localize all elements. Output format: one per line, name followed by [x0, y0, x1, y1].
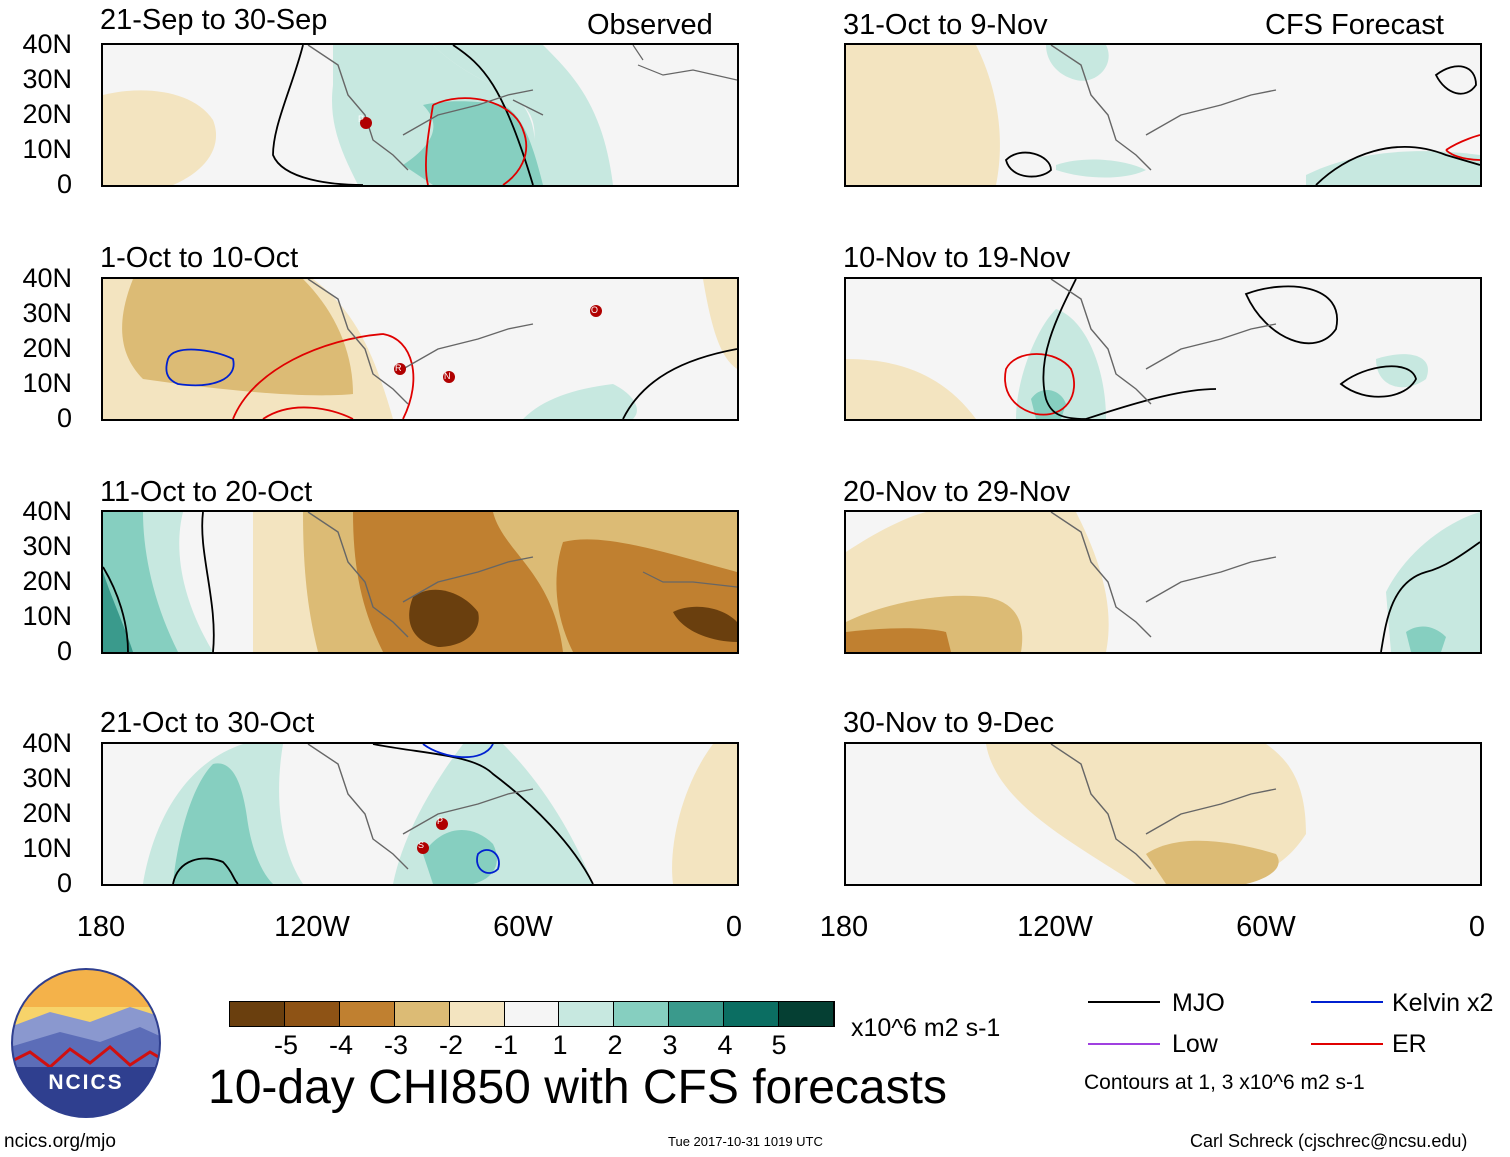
- lat-tick: 0: [56, 868, 72, 898]
- legend-note: Contours at 1, 3 x10^6 m2 s-1: [1084, 1071, 1365, 1094]
- panel-title: 30-Nov to 9-Dec: [843, 707, 1055, 739]
- lat-tick: 10N: [22, 368, 72, 398]
- map-panel: [101, 43, 739, 187]
- panel-title: 21-Oct to 30-Oct: [100, 707, 315, 739]
- ncics-logo: NCICS: [10, 967, 162, 1119]
- map-panel: [844, 277, 1482, 421]
- colorbar-tick: -3: [383, 1030, 408, 1060]
- colorbar-swatch: [669, 1002, 725, 1026]
- observed-label: Observed: [587, 9, 713, 41]
- colorbar-swatch: [394, 1002, 450, 1026]
- legend-label: MJO: [1172, 989, 1225, 1017]
- lon-tick: 60W: [493, 911, 553, 943]
- lat-tick: 30N: [22, 298, 72, 328]
- colorbar: [229, 1001, 835, 1027]
- timestamp: Tue 2017-10-31 1019 UTC: [668, 1134, 823, 1149]
- lat-tick: 40N: [22, 728, 72, 758]
- lat-tick: 40N: [22, 263, 72, 293]
- colorbar-swatch: [339, 1002, 395, 1026]
- legend-line-kelvin: [1311, 1001, 1383, 1003]
- lat-tick: 20N: [22, 333, 72, 363]
- colorbar-tick: -4: [328, 1030, 353, 1060]
- forecast-label: CFS Forecast: [1265, 9, 1444, 41]
- colorbar-swatch: [614, 1002, 670, 1026]
- lat-tick: 40N: [22, 496, 72, 526]
- storm-label: N: [444, 371, 451, 381]
- colorbar-tick: 5: [771, 1030, 787, 1060]
- colorbar-units: x10^6 m2 s-1: [851, 1014, 1001, 1042]
- colorbar-swatch: [724, 1002, 780, 1026]
- panel-title: 1-Oct to 10-Oct: [100, 242, 299, 274]
- lon-tick: 0: [725, 911, 743, 943]
- lat-tick: 10N: [22, 134, 72, 164]
- colorbar-swatch: [230, 1002, 285, 1026]
- lat-tick: 10N: [22, 601, 72, 631]
- colorbar-swatch: [779, 1002, 834, 1026]
- legend-line-low: [1088, 1043, 1160, 1045]
- colorbar-tick: 2: [607, 1030, 623, 1060]
- legend-label: Low: [1172, 1030, 1218, 1058]
- panel-title: 10-Nov to 19-Nov: [843, 242, 1071, 274]
- colorbar-tick: 3: [662, 1030, 678, 1060]
- lat-tick: 30N: [22, 531, 72, 561]
- lat-tick: 30N: [22, 763, 72, 793]
- map-panel: [101, 277, 739, 421]
- lat-tick: 0: [56, 169, 72, 199]
- colorbar-swatch: [559, 1002, 615, 1026]
- map-panel: [844, 510, 1482, 654]
- map-panel: [844, 742, 1482, 886]
- legend-line-er: [1311, 1043, 1383, 1045]
- storm-label: R: [395, 363, 402, 373]
- storm-label: P: [437, 816, 444, 826]
- lat-tick: 30N: [22, 64, 72, 94]
- storm-label: S: [418, 840, 425, 850]
- source-url[interactable]: ncics.org/mjo: [4, 1131, 116, 1152]
- storm-label: P: [358, 114, 365, 124]
- legend-label: ER: [1392, 1030, 1427, 1058]
- lon-tick: 120W: [274, 911, 350, 943]
- colorbar-tick: -2: [438, 1030, 463, 1060]
- lat-tick: 20N: [22, 798, 72, 828]
- lon-tick: 180: [819, 911, 869, 943]
- lat-tick: 0: [56, 636, 72, 666]
- storm-label: O: [591, 305, 599, 315]
- author: Carl Schreck (cjschrec@ncsu.edu): [1190, 1131, 1468, 1151]
- colorbar-swatch: [449, 1002, 505, 1026]
- logo-text: NCICS: [48, 1071, 124, 1094]
- lat-tick: 0: [56, 403, 72, 433]
- lat-tick: 20N: [22, 99, 72, 129]
- lon-tick: 0: [1468, 911, 1486, 943]
- colorbar-tick: -1: [493, 1030, 518, 1060]
- map-panel: [844, 43, 1482, 187]
- legend-line-mjo: [1088, 1001, 1160, 1003]
- lon-tick: 60W: [1236, 911, 1296, 943]
- lat-tick: 10N: [22, 833, 72, 863]
- legend-label: Kelvin x2: [1392, 989, 1494, 1017]
- main-title: 10-day CHI850 with CFS forecasts: [208, 1061, 947, 1114]
- lat-tick: 20N: [22, 566, 72, 596]
- panel-title: 11-Oct to 20-Oct: [100, 476, 313, 508]
- map-panel: [101, 742, 739, 886]
- colorbar-swatch: [504, 1002, 560, 1026]
- panel-title: 31-Oct to 9-Nov: [843, 9, 1048, 41]
- colorbar-tick: -5: [273, 1030, 298, 1060]
- panel-title: 20-Nov to 29-Nov: [843, 476, 1071, 508]
- colorbar-tick: 4: [717, 1030, 733, 1060]
- lon-tick: 180: [76, 911, 126, 943]
- colorbar-swatch: [284, 1002, 340, 1026]
- lon-tick: 120W: [1017, 911, 1093, 943]
- colorbar-tick: 1: [552, 1030, 568, 1060]
- panel-title: 21-Sep to 30-Sep: [100, 4, 328, 36]
- legend: MJO Kelvin x2 Low ER Contours at 1, 3 x1…: [1084, 988, 1506, 1098]
- map-panel: [101, 510, 739, 654]
- lat-tick: 40N: [22, 29, 72, 59]
